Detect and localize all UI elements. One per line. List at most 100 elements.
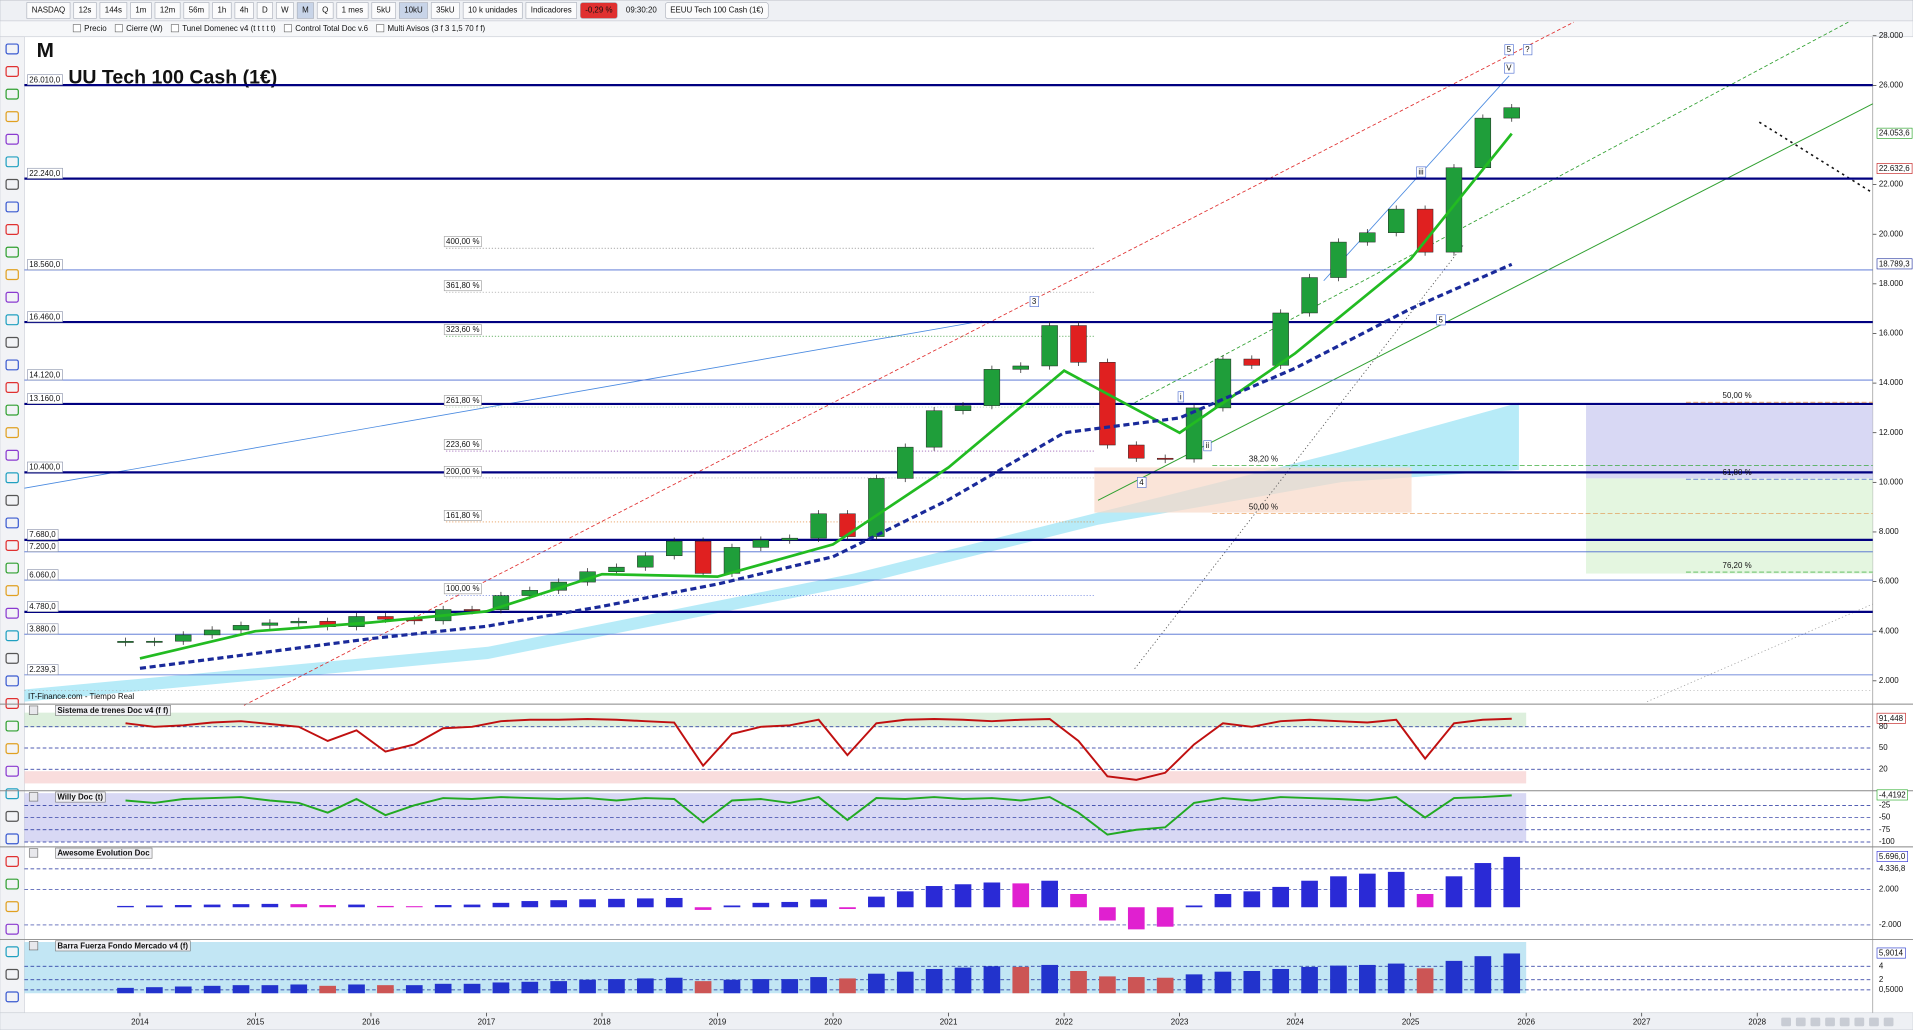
- toolbar-button[interactable]: W: [281, 6, 289, 15]
- tool-icon[interactable]: [5, 178, 19, 190]
- indicator-bar: [1156, 977, 1174, 994]
- tool-icon[interactable]: [5, 269, 19, 281]
- tool-icon[interactable]: [5, 43, 19, 55]
- tool-icon[interactable]: [5, 224, 19, 236]
- panel-close-icon[interactable]: [28, 705, 39, 715]
- tool-icon[interactable]: [5, 88, 19, 100]
- tool-icon[interactable]: [5, 923, 19, 935]
- status-icon[interactable]: [1795, 1017, 1806, 1027]
- indicator-name[interactable]: Multi Avisos (3 f 3 1,5 70 f f): [388, 24, 486, 33]
- indicator-bar: [752, 979, 770, 994]
- tool-icon[interactable]: [5, 382, 19, 393]
- tool-icon[interactable]: [5, 991, 19, 1003]
- status-icon[interactable]: [1869, 1017, 1879, 1027]
- indicator-name[interactable]: Control Total Doc v.6: [295, 24, 368, 33]
- toolbar-button[interactable]: 10 k unidades: [468, 6, 517, 15]
- panel-title: Willy Doc (t): [57, 793, 103, 802]
- toolbar-button[interactable]: 35kU: [436, 6, 455, 15]
- toolbar-button[interactable]: 1 mes: [342, 6, 364, 15]
- indicator-check[interactable]: [114, 24, 123, 33]
- tool-icon[interactable]: [5, 788, 19, 800]
- indicator-bar: [463, 904, 481, 908]
- tool-icon[interactable]: [5, 585, 19, 597]
- label-box: [27, 664, 59, 676]
- tool-icon[interactable]: [5, 111, 19, 123]
- tool-icon[interactable]: [5, 314, 19, 326]
- tool-icon[interactable]: [5, 449, 19, 461]
- tool-icon[interactable]: [5, 494, 19, 506]
- toolbar-button[interactable]: D: [262, 6, 268, 15]
- tool-icon[interactable]: [5, 359, 19, 371]
- candle: [1128, 444, 1145, 459]
- tool-icon[interactable]: [5, 652, 19, 664]
- toolbar-button[interactable]: 10kU: [404, 6, 423, 15]
- candle: [1445, 167, 1463, 253]
- label-box: [1876, 127, 1913, 139]
- toolbar-button[interactable]: 1m: [135, 6, 146, 15]
- indicator-bar: [1445, 876, 1463, 908]
- indicator-name[interactable]: Precio: [84, 24, 107, 33]
- tool-icon[interactable]: [5, 810, 19, 822]
- indicator-check[interactable]: [170, 24, 179, 33]
- toolbar-button[interactable]: Q: [322, 6, 328, 15]
- x-tick-label: 2019: [709, 1018, 727, 1027]
- tool-icon[interactable]: [5, 743, 19, 755]
- tool-icon[interactable]: [5, 427, 19, 439]
- tool-icon[interactable]: [5, 562, 19, 574]
- tool-icon[interactable]: [5, 156, 19, 168]
- status-icon[interactable]: [1883, 1017, 1894, 1027]
- button-frame: [296, 2, 314, 19]
- toolbar-button[interactable]: NASDAQ: [32, 6, 65, 15]
- tool-icon[interactable]: [5, 336, 19, 348]
- tool-icon[interactable]: [5, 291, 19, 303]
- tool-icon[interactable]: [5, 833, 19, 845]
- indicator-bar: [174, 905, 192, 908]
- panel-close-icon[interactable]: [28, 792, 39, 802]
- tool-icon[interactable]: [5, 133, 19, 145]
- toolbar-button[interactable]: 56m: [189, 6, 205, 15]
- status-icon[interactable]: [1810, 1017, 1821, 1027]
- tool-icon[interactable]: [5, 901, 19, 913]
- toolbar-button[interactable]: 1h: [218, 6, 227, 15]
- indicator-name[interactable]: Cierre (W): [126, 24, 163, 33]
- tool-icon[interactable]: [5, 607, 19, 619]
- toolbar-button[interactable]: M: [302, 6, 309, 15]
- indicator-bar: [579, 899, 596, 908]
- candle: [1214, 358, 1232, 409]
- tool-icon[interactable]: [5, 630, 19, 642]
- indicator-check[interactable]: [283, 24, 292, 33]
- indicator-name[interactable]: Tunel Domenec v4 (t t t t t): [182, 24, 276, 33]
- status-icon[interactable]: [1854, 1017, 1865, 1027]
- status-icon[interactable]: [1839, 1017, 1850, 1027]
- tool-icon[interactable]: [5, 878, 19, 890]
- tool-icon[interactable]: [5, 540, 19, 551]
- tool-icon[interactable]: [5, 472, 19, 484]
- label-box: [27, 529, 59, 541]
- toolbar-button[interactable]: 12s: [79, 6, 92, 15]
- tool-icon[interactable]: [5, 968, 19, 980]
- tool-icon[interactable]: [5, 517, 19, 529]
- tool-icon[interactable]: [5, 246, 19, 258]
- toolbar-button[interactable]: Indicadores: [531, 6, 572, 15]
- panel-close-icon[interactable]: [28, 941, 39, 951]
- status-icon[interactable]: [1781, 1017, 1791, 1027]
- panel-close-icon[interactable]: [28, 848, 39, 858]
- indicator-check[interactable]: [376, 24, 385, 33]
- toolbar-button[interactable]: 144s: [105, 6, 122, 15]
- toolbar-button[interactable]: 4h: [240, 6, 249, 15]
- tool-icon[interactable]: [5, 720, 19, 732]
- status-icon[interactable]: [1825, 1017, 1835, 1027]
- tool-icon[interactable]: [5, 404, 19, 416]
- tool-icon[interactable]: [5, 201, 19, 213]
- tool-icon[interactable]: [5, 675, 19, 687]
- tool-icon[interactable]: [5, 855, 19, 867]
- button-frame: [183, 2, 210, 19]
- tool-icon[interactable]: [5, 66, 19, 78]
- toolbar-button[interactable]: 12m: [160, 6, 176, 15]
- tool-icon[interactable]: [5, 765, 19, 777]
- indicator-check[interactable]: [72, 24, 81, 33]
- indicator-bar: [1416, 968, 1434, 994]
- toolbar-button[interactable]: 5kU: [377, 6, 391, 15]
- tool-icon[interactable]: [5, 946, 19, 958]
- tool-icon[interactable]: [5, 698, 19, 709]
